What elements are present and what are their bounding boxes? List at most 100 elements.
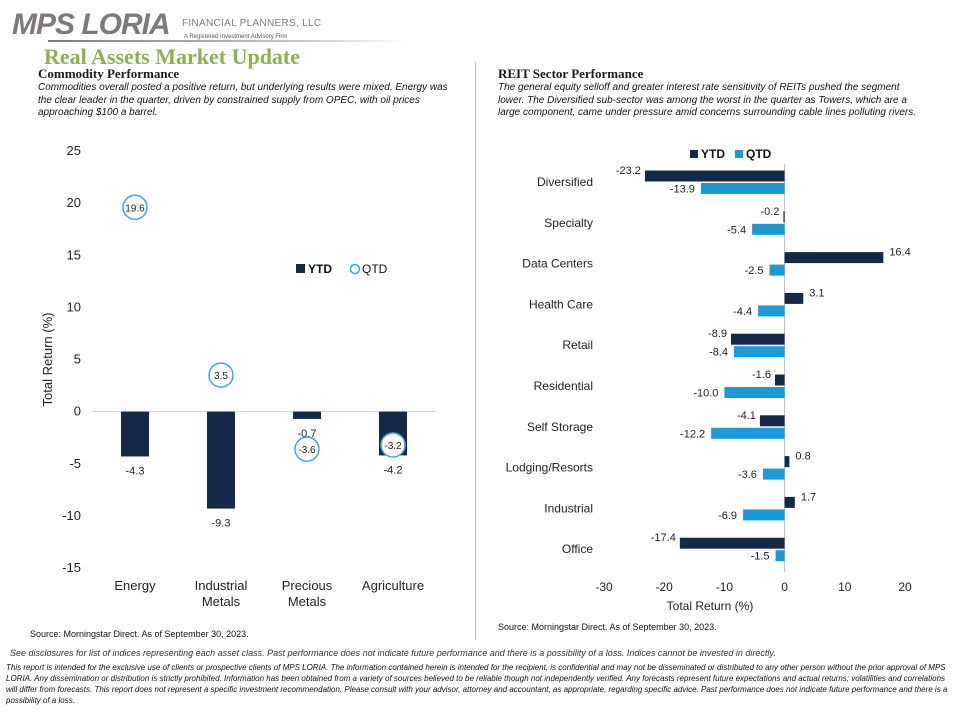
report-title: Real Assets Market Update bbox=[44, 44, 301, 69]
ytd-bar bbox=[784, 496, 795, 508]
qtd-bar bbox=[762, 468, 785, 480]
reit-sector-chart: Diversified -23.2 -13.9 Specialty -0.2 -5.4 Da… bbox=[506, 147, 912, 613]
legend-qtd-label: QTD bbox=[362, 262, 388, 276]
ytd-data-label: -0.7 bbox=[298, 428, 317, 440]
commodity-performance-chart: -15 -10 -5 0 5 10 15 20 25 Total Return (%) -4.3 -9… bbox=[40, 143, 436, 609]
qtd-data-label: -3.6 bbox=[738, 469, 757, 481]
legend-qtd-swatch bbox=[735, 150, 743, 158]
qtd-data-label: -2.5 bbox=[745, 265, 764, 277]
qtd-bar bbox=[711, 427, 785, 439]
qtd-bar bbox=[752, 223, 785, 235]
legend-ytd-label: YTD bbox=[701, 147, 725, 161]
x-tick-label: -10 bbox=[716, 580, 734, 594]
ytd-bar bbox=[731, 333, 785, 345]
reit-section-description: The general equity selloff and greater i… bbox=[498, 82, 916, 118]
ytd-bar bbox=[774, 374, 785, 386]
qtd-data-label: -8.4 bbox=[709, 347, 728, 359]
category-label: Agriculture bbox=[362, 578, 424, 593]
qtd-marker bbox=[294, 436, 320, 462]
category-label: Energy bbox=[114, 578, 156, 593]
disclosure-note: See disclosures for list of indices repr… bbox=[10, 648, 776, 658]
ytd-bar bbox=[759, 415, 785, 427]
ytd-data-label: -4.3 bbox=[126, 465, 145, 477]
ytd-bar bbox=[784, 252, 884, 264]
ytd-data-label: -8.9 bbox=[708, 328, 727, 340]
ytd-bar bbox=[783, 211, 785, 223]
x-tick-label: 20 bbox=[898, 580, 912, 594]
qtd-bar bbox=[700, 183, 785, 194]
ytd-bar bbox=[784, 292, 804, 304]
category-label: Self Storage bbox=[527, 420, 593, 434]
qtd-data-label: -12.2 bbox=[680, 428, 705, 440]
ytd-bar bbox=[207, 411, 235, 509]
legend-qtd-marker bbox=[349, 263, 361, 275]
category-label: Precious bbox=[282, 578, 333, 593]
qtd-bar bbox=[758, 305, 785, 317]
ytd-data-label: -9.3 bbox=[212, 518, 231, 530]
qtd-data-label: -4.4 bbox=[733, 306, 752, 318]
ytd-data-label: -0.2 bbox=[760, 206, 779, 218]
ytd-data-label: 0.8 bbox=[795, 451, 810, 463]
y-tick-label: 25 bbox=[67, 143, 81, 158]
y-tick-label: 5 bbox=[74, 352, 81, 367]
logo-underline bbox=[48, 40, 408, 42]
y-tick-label: -15 bbox=[62, 560, 81, 575]
legend-ytd-swatch bbox=[690, 150, 698, 158]
ytd-bar bbox=[784, 456, 790, 468]
ytd-data-label: -17.4 bbox=[651, 532, 676, 544]
ytd-bar bbox=[121, 411, 149, 457]
y-tick-label: -10 bbox=[62, 508, 81, 523]
y-tick-label: 20 bbox=[67, 195, 81, 210]
category-label: Residential bbox=[534, 379, 593, 393]
commodity-section-title: Commodity Performance bbox=[38, 66, 180, 81]
reit-source-note: Source: Morningstar Direct. As of Septem… bbox=[498, 622, 717, 632]
ytd-bar bbox=[644, 170, 785, 182]
logo-wordmark: MPS LORIA bbox=[12, 8, 171, 41]
ytd-data-label: -4.2 bbox=[384, 464, 403, 476]
qtd-data-label: -3.2 bbox=[384, 441, 402, 452]
qtd-marker bbox=[122, 194, 148, 221]
logo-subtagline: A Registered Investment Advisory Firm bbox=[184, 34, 288, 40]
qtd-bar bbox=[775, 550, 785, 562]
ytd-data-label: -23.2 bbox=[616, 165, 641, 177]
y-axis-label: Total Return (%) bbox=[40, 313, 55, 407]
y-tick-label: -5 bbox=[69, 456, 81, 471]
qtd-data-label: 3.5 bbox=[214, 371, 228, 382]
qtd-data-label: -1.5 bbox=[751, 551, 770, 563]
y-tick-label: 10 bbox=[67, 299, 81, 314]
qtd-data-label: -6.9 bbox=[718, 510, 737, 522]
y-tick-label: 0 bbox=[74, 404, 81, 419]
category-label: Metals bbox=[202, 594, 241, 609]
category-label: Industrial bbox=[195, 578, 248, 593]
qtd-data-label: -13.9 bbox=[670, 184, 695, 196]
firm-logo: MPS LORIA FINANCIAL PLANNERS, LLC A Regi… bbox=[12, 8, 472, 48]
logo-tagline: FINANCIAL PLANNERS, LLC bbox=[182, 18, 322, 29]
ytd-data-label: 1.7 bbox=[801, 491, 816, 503]
qtd-data-label: -10.0 bbox=[693, 388, 718, 400]
ytd-data-label: 3.1 bbox=[809, 287, 824, 299]
section-divider bbox=[475, 62, 476, 640]
x-tick-label: 10 bbox=[838, 580, 852, 594]
qtd-data-label: -5.4 bbox=[727, 224, 746, 236]
category-label: Metals bbox=[288, 594, 327, 609]
ytd-bar bbox=[293, 411, 321, 419]
category-label: Retail bbox=[562, 338, 593, 352]
qtd-bar bbox=[734, 346, 785, 358]
category-label: Diversified bbox=[537, 175, 593, 189]
qtd-marker bbox=[208, 362, 234, 388]
legend-ytd-swatch bbox=[296, 264, 305, 273]
legend-ytd-label: YTD bbox=[308, 262, 332, 276]
x-tick-label: 0 bbox=[781, 580, 788, 594]
commodity-section-description: Commodities overall posted a positive re… bbox=[38, 82, 448, 118]
category-label: Industrial bbox=[544, 501, 593, 515]
commodity-source-note: Source: Morningstar Direct. As of Septem… bbox=[30, 629, 249, 639]
qtd-bar bbox=[724, 387, 785, 398]
category-label: Lodging/Resorts bbox=[506, 461, 593, 475]
category-label: Office bbox=[562, 542, 593, 556]
category-label: Specialty bbox=[544, 216, 593, 230]
y-tick-label: 15 bbox=[67, 247, 81, 262]
legal-disclaimer: This report is intended for the exclusiv… bbox=[6, 663, 948, 705]
x-tick-label: -20 bbox=[656, 580, 674, 594]
reit-section-title: REIT Sector Performance bbox=[498, 66, 644, 81]
ytd-bar bbox=[679, 537, 785, 549]
